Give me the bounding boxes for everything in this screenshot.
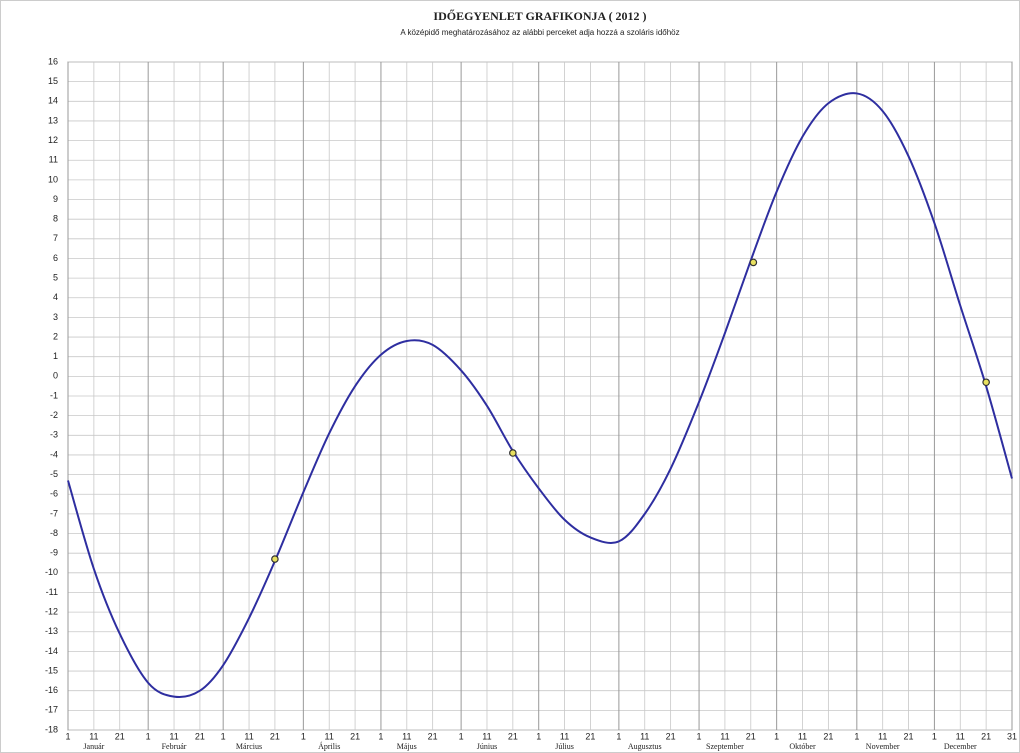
y-tick-label: 6 xyxy=(53,253,58,263)
month-label: Március xyxy=(236,742,262,751)
y-tick-label: -17 xyxy=(45,705,58,715)
month-label: Június xyxy=(477,742,497,751)
y-tick-label: -5 xyxy=(50,469,58,479)
x-tick-label: 1 xyxy=(301,731,306,741)
line xyxy=(67,92,1013,698)
y-tick-label: -7 xyxy=(50,508,58,518)
y-tick-label: -11 xyxy=(46,587,58,597)
x-tick-label: 21 xyxy=(270,731,280,741)
month-label: Július xyxy=(555,742,574,751)
marker xyxy=(749,258,758,267)
month-label: Augusztus xyxy=(628,742,662,751)
x-tick-label: 21 xyxy=(904,731,914,741)
y-tick-label: -1 xyxy=(50,390,58,400)
x-tick-label: 11 xyxy=(798,731,807,741)
marker xyxy=(982,378,990,387)
x-tick-label: 1 xyxy=(932,731,937,741)
x-tick-label: 11 xyxy=(482,731,491,741)
month-label: Szeptember xyxy=(706,742,744,751)
x-tick-label: 21 xyxy=(428,731,438,741)
y-tick-label: -14 xyxy=(45,646,58,656)
y-tick-label: 15 xyxy=(48,76,58,86)
y-tick-label: 1 xyxy=(53,351,58,361)
x-tick-label: 11 xyxy=(878,731,887,741)
x-tick-label: 21 xyxy=(508,731,518,741)
x-tick-label: 1 xyxy=(854,731,859,741)
x-tick-label: 1 xyxy=(146,731,151,741)
x-tick-label: 1 xyxy=(65,731,70,741)
month-label: November xyxy=(866,742,900,751)
month-label: Január xyxy=(83,742,104,751)
marker xyxy=(509,449,517,457)
y-tick-label: -13 xyxy=(45,626,58,636)
x-tick-label: 1 xyxy=(697,731,702,741)
y-tick-label: 13 xyxy=(48,115,58,125)
marker xyxy=(271,555,279,563)
y-tick-label: -12 xyxy=(45,606,58,616)
x-tick-label: 1 xyxy=(378,731,383,741)
x-tick-label: 21 xyxy=(195,731,205,741)
x-tick-label: 21 xyxy=(823,731,833,741)
y-tick-label: -6 xyxy=(50,489,58,499)
x-tick-label: 21 xyxy=(746,731,756,741)
x-tick-label: 11 xyxy=(720,731,729,741)
y-tick-label: 16 xyxy=(48,56,58,66)
x-tick-label: 21 xyxy=(350,731,360,741)
x-tick-label: 11 xyxy=(560,731,569,741)
chart-subtitle: A középidő meghatározásához az alábbi pe… xyxy=(400,28,679,37)
y-tick-label: -2 xyxy=(50,410,58,420)
y-tick-label: 0 xyxy=(53,371,58,381)
y-tick-label: -3 xyxy=(50,430,58,440)
month-label: Május xyxy=(397,742,417,751)
x-tick-label: 1 xyxy=(616,731,621,741)
y-tick-label: -16 xyxy=(45,685,58,695)
y-tick-label: -15 xyxy=(45,665,58,675)
x-tick-label: 11 xyxy=(956,731,965,741)
y-tick-label: 8 xyxy=(53,214,58,224)
y-tick-label: -9 xyxy=(50,548,58,558)
x-tick-label: 1 xyxy=(221,731,226,741)
x-tick-label: 21 xyxy=(115,731,125,741)
x-tick-label: 11 xyxy=(244,731,253,741)
x-tick-label: 11 xyxy=(640,731,649,741)
x-tick-label: 11 xyxy=(169,731,178,741)
y-tick-label: -18 xyxy=(45,724,58,734)
month-label: Október xyxy=(789,742,816,751)
x-tick-label: 21 xyxy=(981,731,991,741)
x-tick-label: 11 xyxy=(89,731,98,741)
y-tick-label: 2 xyxy=(53,331,58,341)
y-tick-label: -10 xyxy=(45,567,58,577)
y-tick-label: 14 xyxy=(48,96,58,106)
chart-title: IDŐEGYENLET GRAFIKONJA ( 2012 ) xyxy=(433,8,646,23)
x-tick-label: 21 xyxy=(585,731,595,741)
y-tick-label: 3 xyxy=(53,312,58,322)
y-tick-label: 9 xyxy=(53,194,58,204)
y-tick-label: 7 xyxy=(53,233,58,243)
x-tick-label: 1 xyxy=(536,731,541,741)
y-tick-label: 4 xyxy=(53,292,58,302)
month-label: December xyxy=(944,742,977,751)
y-tick-label: -4 xyxy=(50,449,58,459)
month-label: Április xyxy=(318,741,340,751)
y-tick-label: 11 xyxy=(49,155,58,165)
x-tick-label: 11 xyxy=(402,731,411,741)
x-tick-label: 11 xyxy=(325,731,334,741)
x-tick-label: 1 xyxy=(459,731,464,741)
y-tick-label: -8 xyxy=(50,528,58,538)
y-tick-label: 10 xyxy=(48,174,58,184)
x-tick-label: 21 xyxy=(666,731,676,741)
x-tick-label: 1 xyxy=(774,731,779,741)
y-tick-label: 12 xyxy=(48,135,58,145)
month-label: Február xyxy=(162,742,187,751)
y-tick-label: 5 xyxy=(53,272,58,282)
x-tick-label: 31 xyxy=(1007,731,1017,741)
